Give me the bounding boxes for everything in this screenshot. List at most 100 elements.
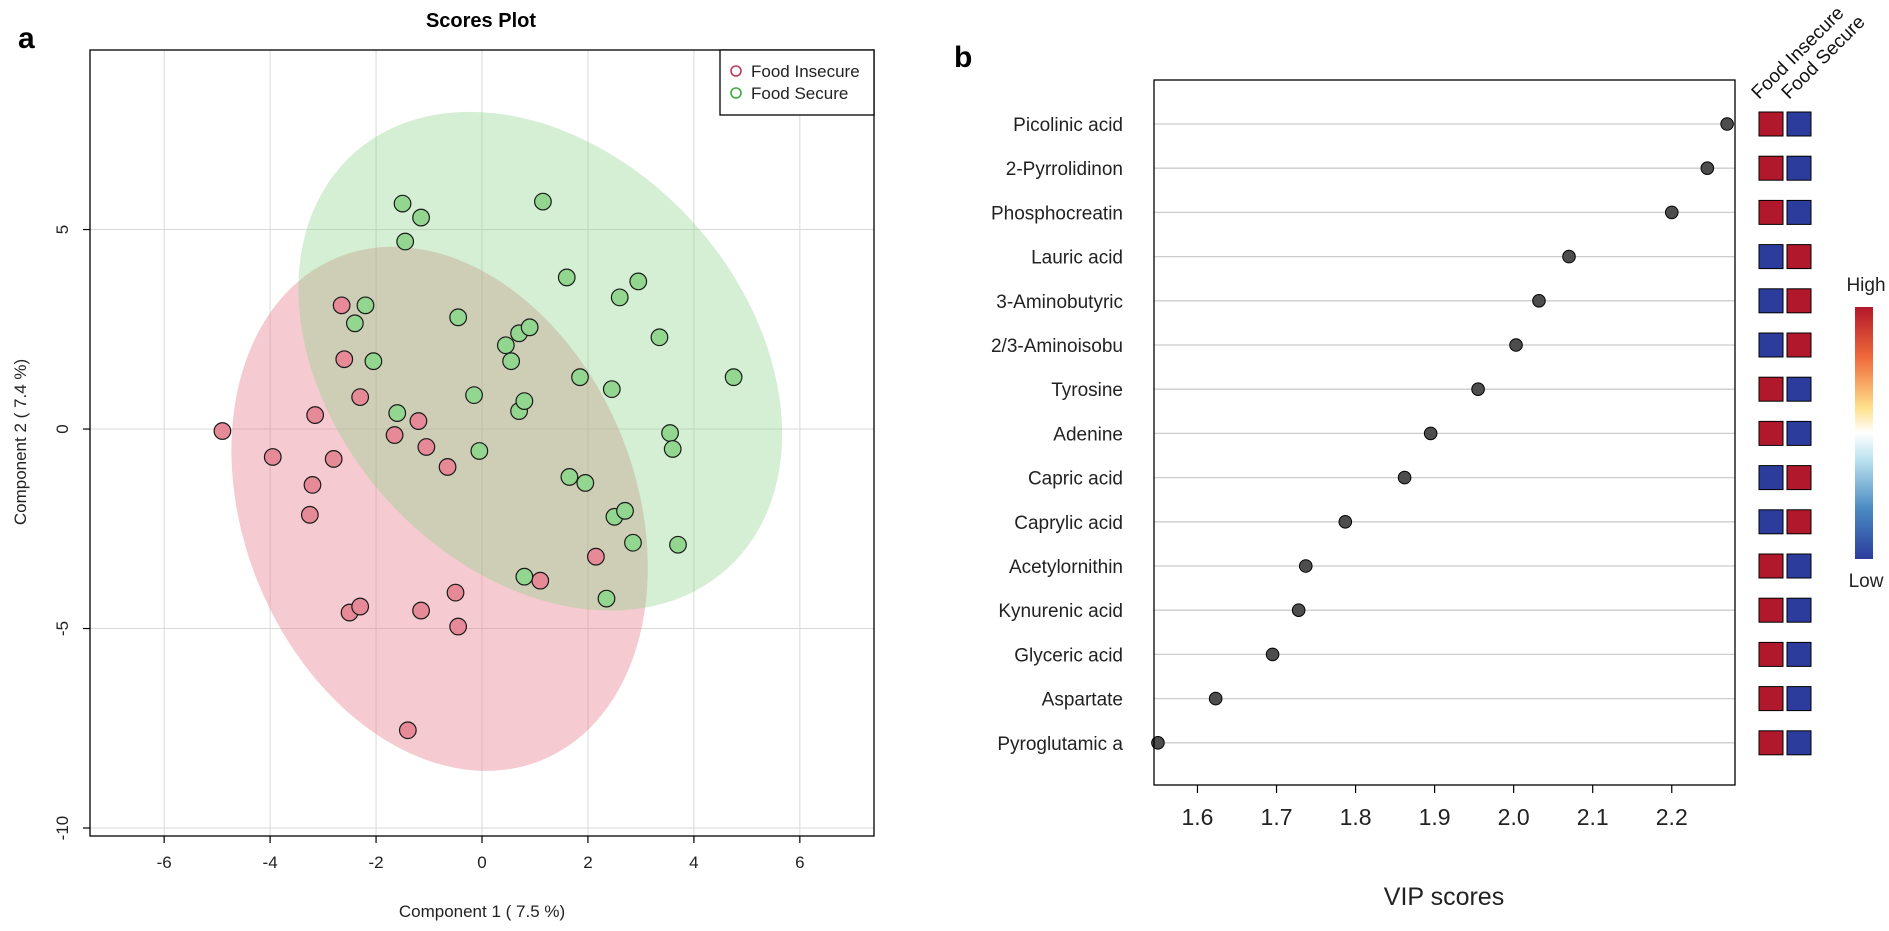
data-point-insecure [446,583,465,602]
heat-cell-secure [1786,420,1812,446]
heat-cell-secure [1786,686,1812,712]
data-point-insecure [398,721,417,740]
data-point-secure [502,352,521,371]
data-point-secure [629,272,648,291]
data-point-secure [364,352,383,371]
color-scale-bar [1855,307,1873,559]
feature-label: 3-Aminobutyric [996,292,1123,313]
panel-b-label: b [954,41,972,74]
data-point-secure [515,567,534,586]
feature-label: Aspartate [1042,690,1123,711]
data-point-insecure [586,547,605,566]
vip-point [1720,117,1734,131]
data-point-secure [610,288,629,307]
vip-point [1298,559,1313,573]
data-point-insecure [300,505,319,524]
feature-label: 2-Pyrrolidinon [1006,159,1123,180]
data-point-insecure [213,422,232,440]
confidence-ellipse-secure [298,111,783,611]
vip-plot-frame [1153,79,1736,786]
legend-label-secure: Food Secure [751,84,848,103]
data-point-secure [669,535,687,554]
heat-cell-secure [1786,199,1812,225]
data-point-insecure [531,571,550,590]
vip-point [1664,205,1679,220]
heat-cell-insecure [1758,420,1784,446]
data-point-insecure [409,412,428,430]
heat-cell-insecure [1758,244,1784,270]
data-point-insecure [332,296,351,315]
legend-marker-insecure [730,65,742,77]
scores-y-axis-label: Component 2 ( 7.4 %) [11,359,30,525]
vip-x-tick-label: 1.9 [1419,804,1451,830]
vip-point [1532,294,1546,308]
scores-legend: Food Insecure Food Secure [719,49,875,116]
data-point-insecure [449,617,468,636]
data-point-insecure [306,406,325,424]
heat-cell-secure [1786,509,1812,535]
heat-cell-insecure [1758,199,1784,225]
vip-x-tick-label: 1.7 [1261,804,1293,830]
data-point-insecure [351,388,370,407]
data-point-secure [616,501,634,520]
feature-label: Capric acid [1028,469,1123,490]
vip-point [1151,736,1165,750]
data-point-secure [465,386,483,405]
heat-cell-secure [1786,332,1812,358]
heat-cell-insecure [1758,597,1784,623]
data-point-insecure [417,438,436,456]
scores-x-axis-label: Component 1 ( 7.5 %) [399,902,565,921]
feature-label: Kynurenic acid [998,601,1123,622]
scores-plot-title: Scores Plot [426,10,536,32]
heat-cell-insecure [1758,641,1784,667]
vip-point [1291,603,1306,618]
x-tick-label: 4 [689,853,698,872]
data-point-insecure [438,458,457,476]
heat-cell-secure [1786,553,1812,579]
data-point-secure [388,404,407,422]
x-tick-label: -6 [157,853,172,872]
heat-cell-insecure [1758,730,1784,756]
vip-x-tick-label: 1.8 [1340,804,1372,830]
data-point-secure [624,533,642,552]
heat-cell-insecure [1758,111,1784,137]
data-point-secure [470,442,489,460]
data-point-secure [520,318,539,337]
data-point-secure [412,208,430,227]
data-point-insecure [324,450,343,468]
data-point-secure [515,392,534,411]
data-point-secure [576,473,595,492]
feature-label: Adenine [1053,424,1123,445]
x-tick-label: -4 [263,853,278,872]
vip-point [1509,338,1523,352]
heat-cell-secure [1786,111,1812,137]
vip-point [1397,470,1412,485]
heat-cell-insecure [1758,686,1784,712]
vip-plot: Picolinic acid 2-Pyrrolidinon Phosphocreat… [991,79,1812,830]
confidence-ellipse-insecure [231,246,648,771]
data-point-secure [571,368,589,387]
feature-label: Acetylornithin [1009,557,1123,578]
feature-label: Lauric acid [1031,248,1123,269]
heat-cell-insecure [1758,376,1784,402]
y-tick-label: 5 [53,225,72,234]
vip-x-axis-label: VIP scores [1384,883,1504,911]
y-tick-label: 0 [53,424,72,433]
heat-cell-insecure [1758,465,1784,491]
legend-label-insecure: Food Insecure [751,62,860,81]
vip-point [1562,249,1576,264]
heat-cell-secure [1786,288,1812,314]
data-point-secure [449,308,468,327]
vip-point [1471,382,1485,397]
data-point-secure [393,194,412,213]
heat-cell-insecure [1758,288,1784,314]
heat-cell-insecure [1758,509,1784,535]
heat-cell-secure [1786,730,1812,756]
vip-point [1423,426,1438,441]
x-tick-label: 6 [795,853,804,872]
vip-point [1700,161,1715,175]
data-point-secure [661,424,679,442]
data-point-insecure [351,597,370,616]
x-tick-label: -2 [368,853,383,872]
heat-cell-secure [1786,465,1812,491]
